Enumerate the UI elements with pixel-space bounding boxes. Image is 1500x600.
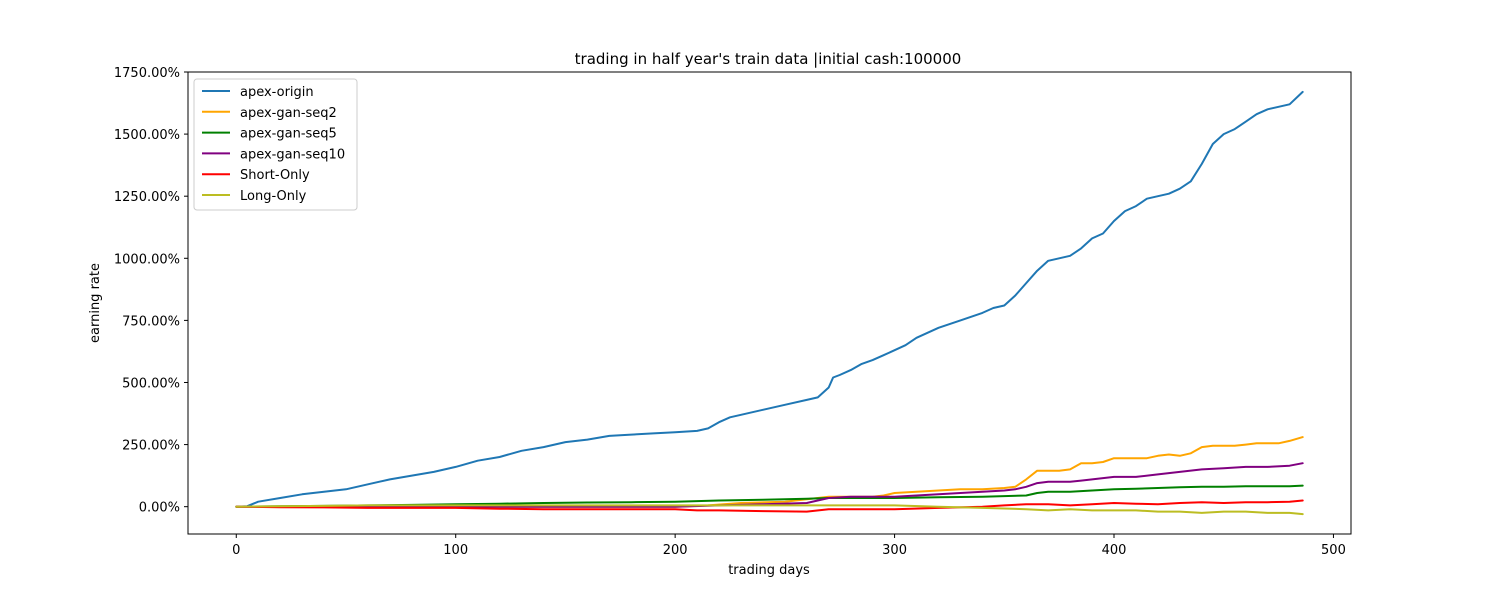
- y-tick-label: 250.00%: [122, 439, 180, 454]
- x-tick-label: 0: [232, 543, 240, 558]
- y-tick-label: 750.00%: [122, 314, 180, 329]
- series-line-5: [235, 504, 1304, 516]
- chart-title: trading in half year's train data |initi…: [575, 50, 962, 68]
- y-tick-label: 1500.00%: [114, 128, 180, 143]
- y-tick-label: 1750.00%: [114, 66, 180, 81]
- legend-label: apex-gan-seq10: [240, 147, 345, 162]
- series-line-0: [235, 90, 1304, 508]
- x-axis-label: trading days: [728, 563, 810, 578]
- y-tick-label: 500.00%: [122, 376, 180, 391]
- series-line-2: [235, 484, 1304, 508]
- series-layer: [235, 90, 1304, 516]
- x-tick-label: 200: [663, 543, 688, 558]
- x-tick-label: 500: [1321, 543, 1346, 558]
- plot-area-frame: [187, 71, 1352, 535]
- x-axis: 0 100 200 300 400 500: [232, 534, 1346, 558]
- y-tick-label: 1250.00%: [114, 190, 180, 205]
- legend-box: [193, 78, 358, 211]
- series-line-4: [235, 499, 1304, 513]
- legend-label: apex-origin: [240, 85, 314, 100]
- x-tick-label: 300: [882, 543, 907, 558]
- legend-label: apex-gan-seq2: [240, 106, 337, 121]
- legend-label: Short-Only: [240, 168, 310, 183]
- legend-label: Long-Only: [240, 189, 307, 204]
- y-tick-label: 0.00%: [139, 501, 180, 516]
- legend-label: apex-gan-seq5: [240, 127, 337, 142]
- series-line-1: [235, 436, 1304, 508]
- legend-items: apex-origin apex-gan-seq2 apex-gan-seq5 ape…: [202, 85, 345, 204]
- y-axis: 0.00% 250.00% 500.00% 750.00% 1000.00% 1250.0…: [114, 66, 188, 516]
- y-tick-label: 1000.00%: [114, 252, 180, 267]
- x-tick-label: 100: [443, 543, 468, 558]
- y-axis-label: earning rate: [88, 263, 103, 343]
- legend: apex-origin apex-gan-seq2 apex-gan-seq5 ape…: [193, 78, 358, 211]
- x-tick-label: 400: [1102, 543, 1127, 558]
